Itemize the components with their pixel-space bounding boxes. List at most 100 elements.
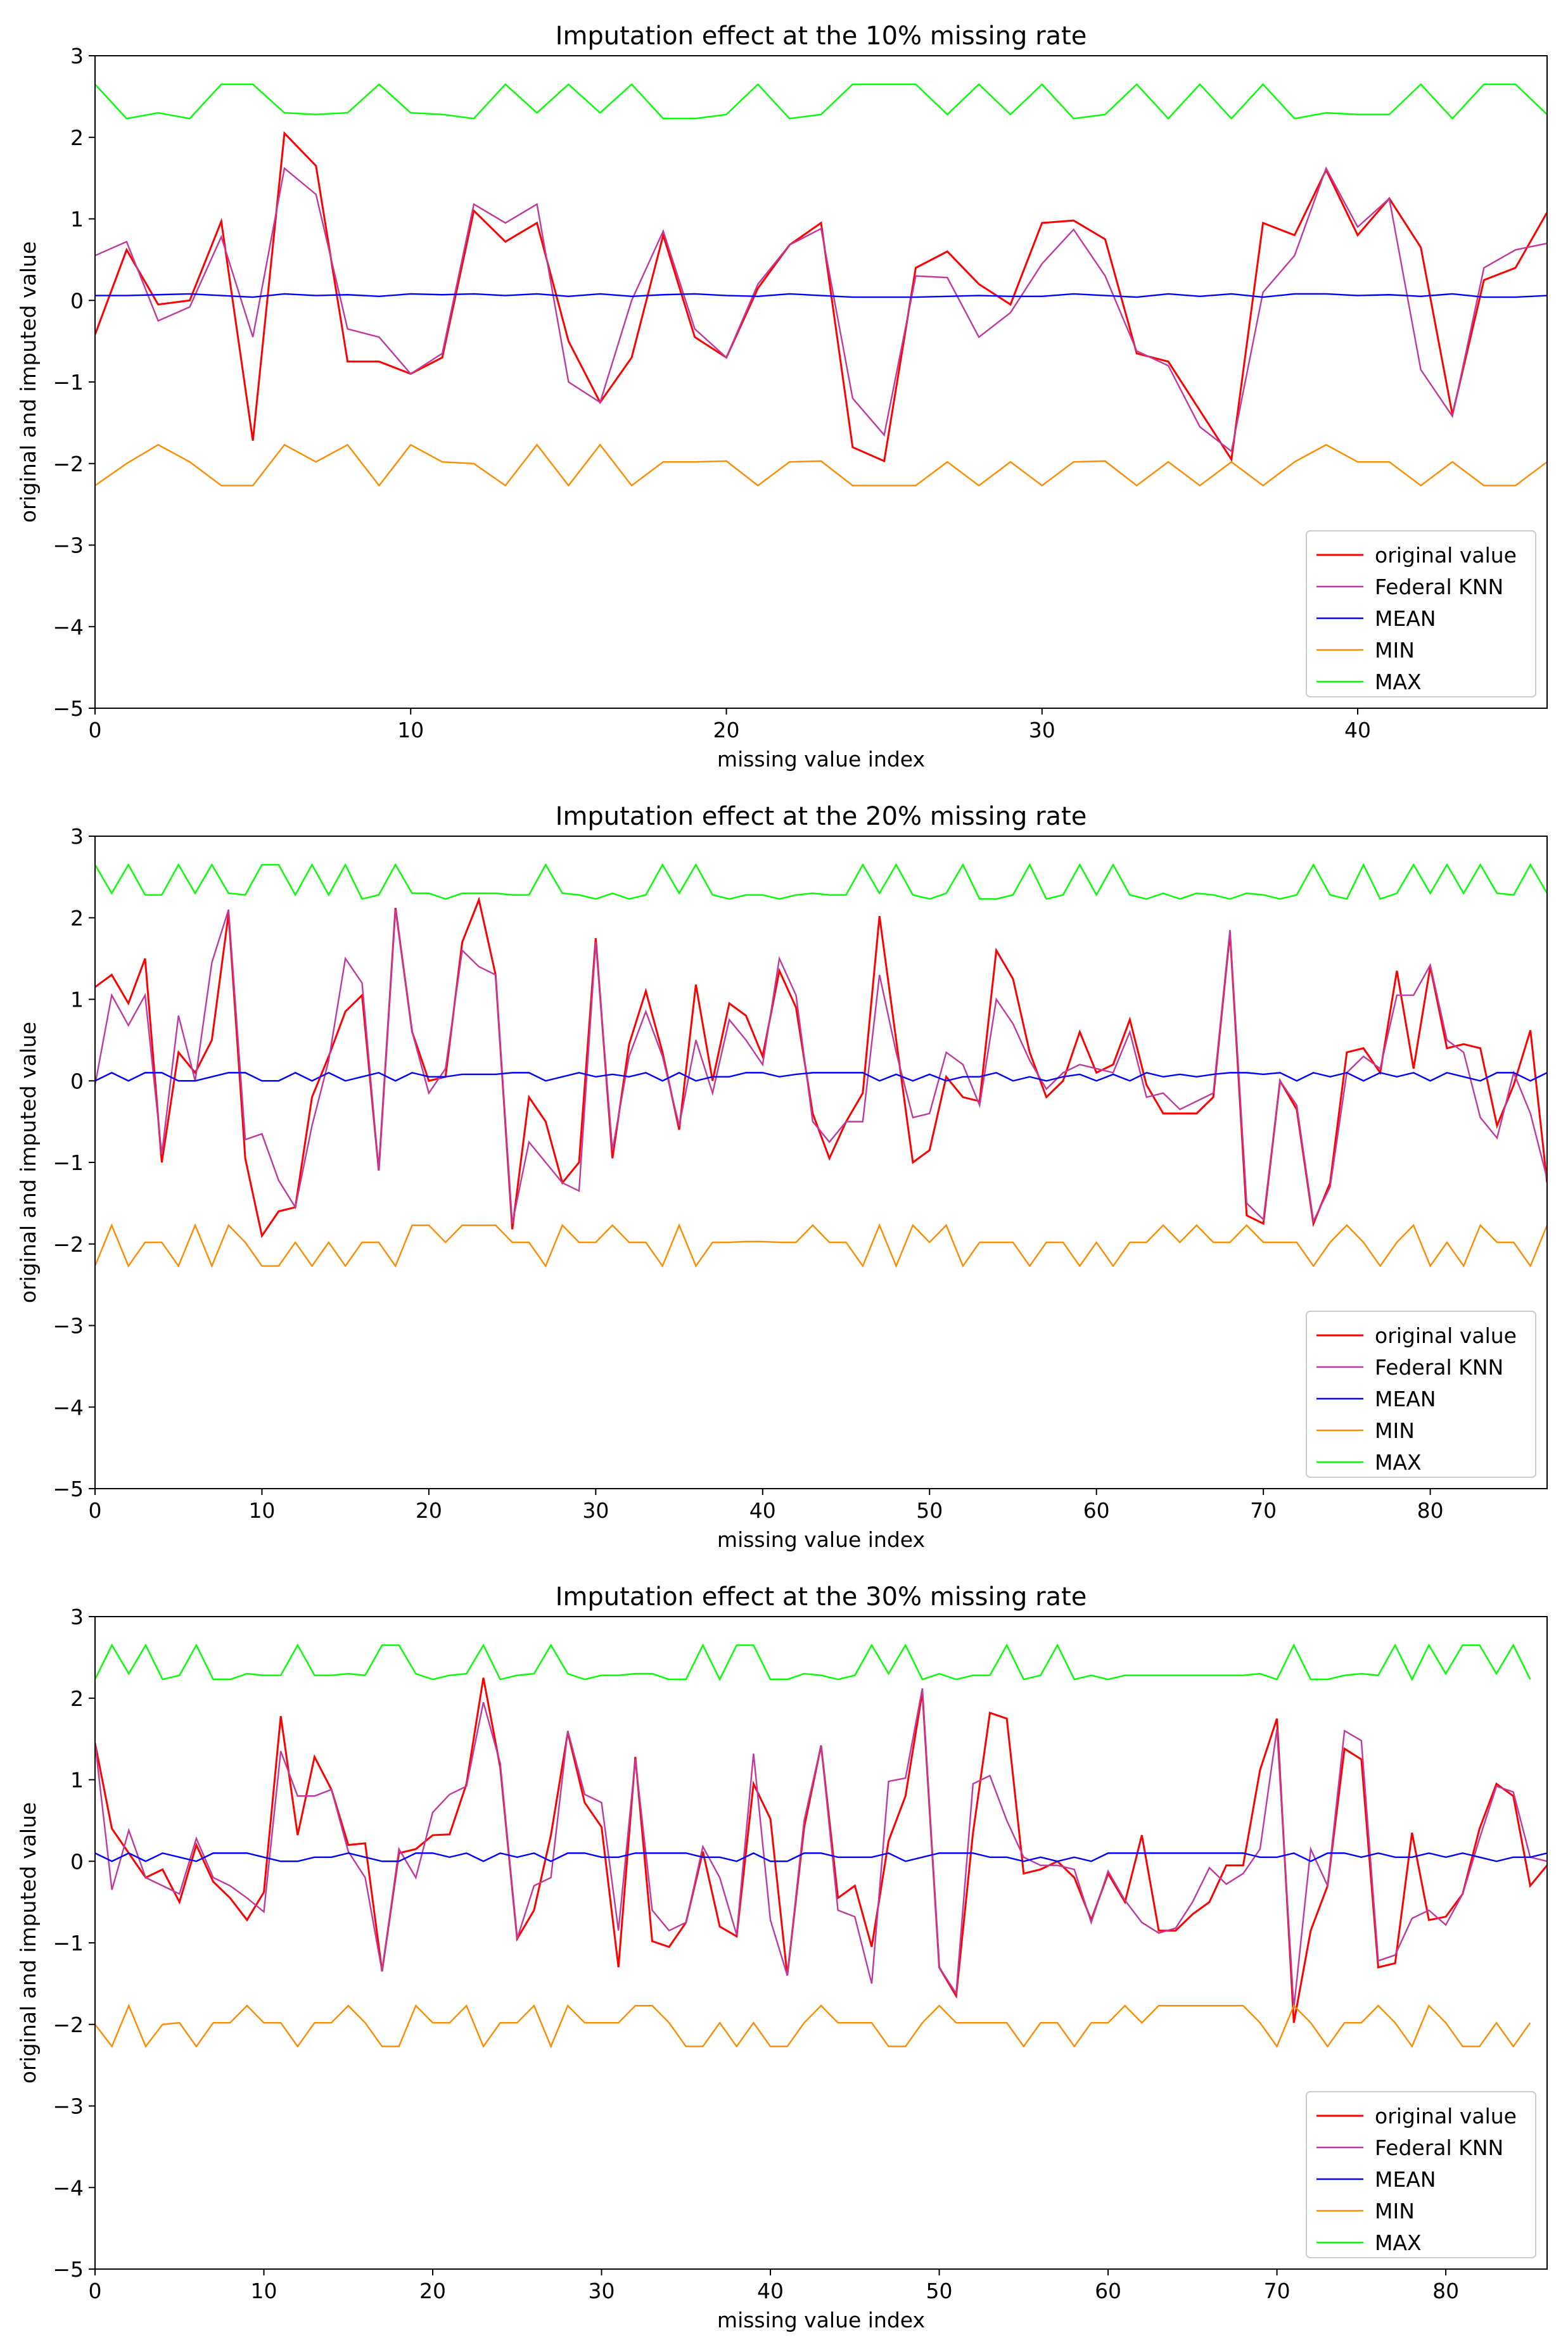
legend: original value Federal KNN MEAN MIN MAX	[1306, 2091, 1536, 2258]
x-tick-label: 20	[416, 1498, 442, 1523]
x-tick-label: 30	[582, 1498, 609, 1523]
series-line-max	[95, 863, 1547, 900]
series-line-mean	[95, 1072, 1547, 1082]
series-line-min	[95, 1223, 1547, 1268]
legend-label: MIN	[1375, 2199, 1415, 2223]
series-line-min	[95, 2004, 1531, 2049]
series-line-mean	[95, 1852, 1547, 1862]
x-tick-label: 0	[89, 1498, 102, 1523]
y-tick-label: 0	[70, 288, 84, 313]
chart-title: Imputation effect at the 20% missing rat…	[556, 802, 1087, 831]
legend-label: Federal KNN	[1375, 575, 1503, 599]
x-tick-label: 10	[397, 718, 424, 742]
series-group	[95, 83, 1547, 487]
legend-label: MEAN	[1375, 1387, 1436, 1411]
legend-label: original value	[1375, 543, 1517, 568]
x-tick-label: 60	[1095, 2279, 1121, 2303]
y-tick-label: −3	[53, 533, 84, 558]
x-tick-label: 10	[251, 2279, 277, 2303]
y-tick-label: 2	[70, 125, 84, 150]
legend-frame	[1306, 530, 1536, 697]
y-tick-label: −5	[53, 696, 84, 721]
x-tick-label: 60	[1083, 1498, 1110, 1523]
legend-label: MEAN	[1375, 606, 1436, 631]
series-line-max	[95, 1643, 1531, 1681]
series-line-original-value	[95, 1677, 1547, 2023]
y-tick-label: −2	[53, 452, 84, 476]
subplot-3: Imputation effect at the 30% missing rat…	[16, 1582, 1548, 2332]
legend-label: MEAN	[1375, 2167, 1436, 2192]
x-tick-label: 20	[713, 718, 740, 742]
y-tick-label: −2	[53, 2013, 84, 2037]
y-tick-label: 1	[70, 988, 84, 1012]
legend: original value Federal KNN MEAN MIN MAX	[1306, 530, 1536, 697]
y-tick-label: −3	[53, 2094, 84, 2119]
x-tick-label: 10	[248, 1498, 275, 1523]
y-tick-label: −1	[53, 1150, 84, 1175]
y-tick-label: −1	[53, 370, 84, 395]
series-line-federal-knn	[95, 909, 1547, 1224]
x-tick-label: 50	[926, 2279, 953, 2303]
legend-label: Federal KNN	[1375, 2135, 1503, 2160]
legend-label: original value	[1375, 2104, 1517, 2128]
subplot-2: Imputation effect at the 20% missing rat…	[16, 802, 1548, 1552]
y-tick-label: 3	[70, 1605, 84, 1629]
series-line-federal-knn	[95, 166, 1547, 453]
y-tick-label: 0	[70, 1849, 84, 1874]
y-tick-label: 3	[70, 824, 84, 849]
x-tick-label: 0	[89, 718, 102, 742]
y-tick-label: 2	[70, 906, 84, 931]
y-tick-label: −4	[53, 1395, 84, 1420]
subplot-1: Imputation effect at the 10% missing rat…	[16, 22, 1548, 772]
y-axis-label: original and imputed value	[16, 241, 41, 523]
x-axis-label: missing value index	[717, 1527, 925, 1552]
x-tick-label: 70	[1264, 2279, 1291, 2303]
series-line-federal-knn	[95, 1688, 1547, 2009]
legend-label: original value	[1375, 1323, 1517, 1348]
x-axis-label: missing value index	[717, 2308, 925, 2332]
legend-label: MIN	[1375, 1418, 1415, 1443]
y-tick-label: −1	[53, 1931, 84, 1956]
x-tick-label: 80	[1417, 1498, 1444, 1523]
legend-label: MAX	[1375, 2230, 1422, 2255]
y-tick-label: 3	[70, 44, 84, 68]
x-tick-label: 70	[1250, 1498, 1277, 1523]
series-group	[95, 863, 1547, 1268]
series-line-mean	[95, 293, 1547, 298]
x-tick-label: 40	[757, 2279, 784, 2303]
x-tick-label: 0	[89, 2279, 102, 2303]
x-tick-label: 80	[1432, 2279, 1459, 2303]
y-axis-label: original and imputed value	[16, 1022, 41, 1303]
x-tick-label: 20	[419, 2279, 446, 2303]
x-axis-label: missing value index	[717, 747, 925, 772]
series-line-min	[95, 443, 1547, 487]
chart-title: Imputation effect at the 10% missing rat…	[556, 22, 1087, 51]
x-tick-label: 40	[749, 1498, 776, 1523]
x-tick-label: 30	[589, 2279, 615, 2303]
legend-frame	[1306, 2091, 1536, 2258]
y-tick-label: −3	[53, 1314, 84, 1339]
y-axis-label: original and imputed value	[16, 1802, 41, 2083]
y-tick-label: −5	[53, 1477, 84, 1501]
series-group	[95, 1643, 1547, 2049]
y-tick-label: −5	[53, 2257, 84, 2282]
legend-label: MIN	[1375, 638, 1415, 663]
y-tick-label: 1	[70, 207, 84, 232]
y-tick-label: 1	[70, 1768, 84, 1793]
x-tick-label: 40	[1344, 718, 1371, 742]
legend-frame	[1306, 1311, 1536, 1478]
y-tick-label: 0	[70, 1069, 84, 1093]
x-tick-label: 30	[1029, 718, 1055, 742]
series-line-original-value	[95, 130, 1547, 463]
y-tick-label: −4	[53, 614, 84, 639]
series-line-original-value	[95, 896, 1547, 1238]
legend-label: MAX	[1375, 1450, 1422, 1475]
x-tick-label: 50	[916, 1498, 943, 1523]
legend-label: Federal KNN	[1375, 1355, 1503, 1380]
series-line-max	[95, 83, 1547, 120]
y-tick-label: 2	[70, 1686, 84, 1711]
legend-label: MAX	[1375, 670, 1422, 694]
y-tick-label: −2	[53, 1232, 84, 1257]
chart-title: Imputation effect at the 30% missing rat…	[556, 1582, 1087, 1612]
